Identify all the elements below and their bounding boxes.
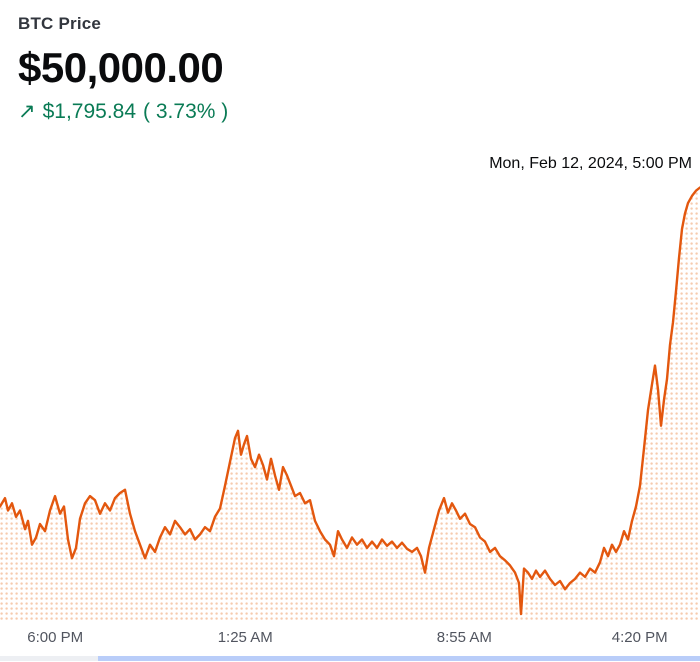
x-axis-tick-label: 4:20 PM — [611, 629, 668, 646]
price-line — [0, 186, 700, 616]
x-axis: 6:00 PM 1:25 AM 8:55 AM 4:20 PM — [0, 626, 700, 652]
chart-title: BTC Price — [18, 14, 102, 33]
change-amount: $1,795.84 — [42, 100, 137, 123]
crosshair-timestamp: Mon, Feb 12, 2024, 5:00 PM — [489, 155, 692, 172]
x-axis-tick-label: 6:00 PM — [27, 629, 84, 646]
chart-header: BTC Price $50,000.00 ↗ $1,795.84 ( 3.73%… — [0, 0, 700, 124]
current-price: $50,000.00 — [18, 44, 224, 91]
crosshair-timestamp-row: Mon, Feb 12, 2024, 5:00 PM — [0, 154, 700, 174]
change-percent: ( 3.73% ) — [143, 100, 229, 123]
x-axis-tick-label: 8:55 AM — [436, 629, 492, 646]
bottom-partial-bar — [0, 656, 700, 661]
x-axis-tick-label: 1:25 AM — [217, 629, 273, 646]
price-change: ↗ $1,795.84 ( 3.73% ) — [18, 100, 682, 124]
price-line-chart[interactable] — [0, 182, 700, 622]
price-chart[interactable] — [0, 182, 700, 622]
bottom-bar-blue-segment — [98, 656, 700, 661]
area-fill-dots — [0, 187, 700, 622]
trend-up-arrow-icon: ↗ — [18, 100, 36, 123]
bottom-bar-gray-segment — [0, 656, 98, 661]
